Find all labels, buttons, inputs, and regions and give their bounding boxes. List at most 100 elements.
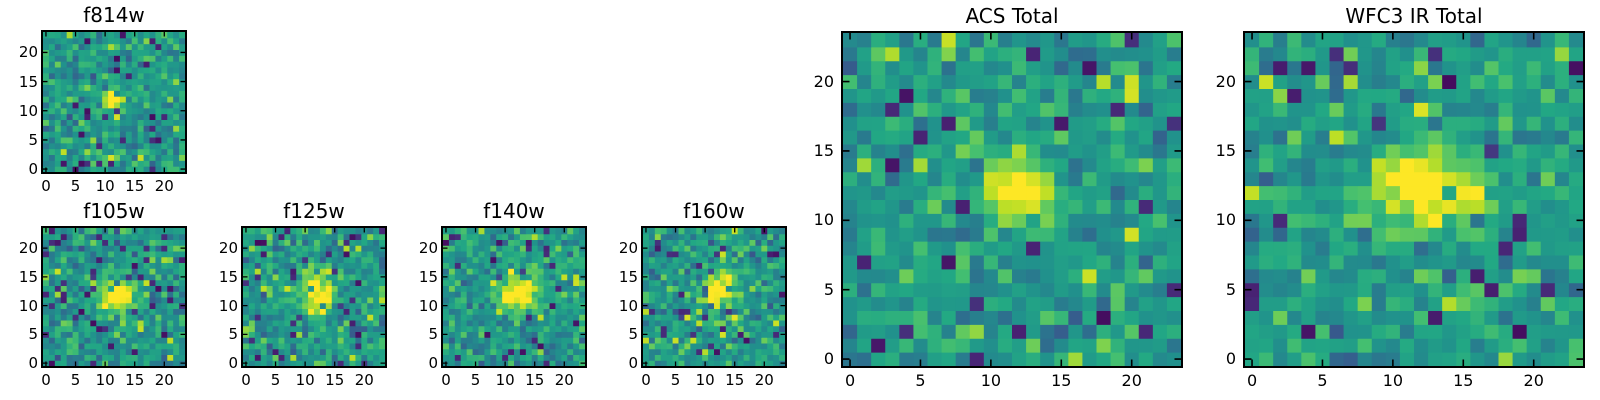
y-axis-tick-labels: 0 5 10 15 20 <box>191 228 243 372</box>
x-tick-label: 5 <box>70 177 81 195</box>
x-tick-label: 10 <box>980 371 1002 390</box>
x-axis-tick-labels: 0 5 10 15 20 <box>441 366 585 392</box>
heatmap-canvas-f140w <box>443 228 585 366</box>
x-tick-label: 15 <box>125 177 145 195</box>
y-tick-label: 20 <box>18 239 38 258</box>
y-tick-label: 10 <box>418 296 438 315</box>
x-tick-label: 0 <box>41 177 51 195</box>
x-tick-label: 20 <box>754 371 774 389</box>
y-tick-label: 20 <box>218 239 238 258</box>
y-axis-tick-labels: 0 5 10 15 20 <box>0 228 43 372</box>
y-tick-label: 15 <box>418 267 438 286</box>
heatmap-canvas-f160w <box>643 228 785 366</box>
y-tick-label: 15 <box>18 72 38 91</box>
y-tick-label: 0 <box>628 354 638 373</box>
x-tick-label: 15 <box>725 371 745 389</box>
y-tick-label: 0 <box>28 160 38 179</box>
panel-title-f140w: f140w <box>483 199 545 223</box>
y-tick-label: 20 <box>18 43 38 62</box>
x-tick-label: 10 <box>295 371 315 389</box>
y-axis-tick-labels: 0 5 10 15 20 <box>1193 33 1245 369</box>
x-tick-label: 15 <box>1051 371 1072 390</box>
x-tick-label: 5 <box>670 371 681 389</box>
heatmap-canvas-wfc3-ir-total <box>1245 33 1583 366</box>
y-tick-label: 0 <box>823 349 834 369</box>
x-tick-label: 15 <box>325 371 345 389</box>
x-tick-label: 20 <box>1121 371 1142 390</box>
x-tick-label: 10 <box>95 177 115 195</box>
heatmap-panel-f125w: 0 5 10 15 20 0 5 10 15 20 <box>219 226 387 389</box>
heatmap-panel-f140w: 0 5 10 15 20 0 5 10 15 20 <box>419 226 587 389</box>
heatmap-panel-f814w: 0 5 10 15 20 0 5 10 15 20 <box>19 30 187 195</box>
y-tick-label: 10 <box>813 210 834 230</box>
x-tick-label: 15 <box>1453 371 1474 390</box>
panel-title-f105w: f105w <box>83 199 145 223</box>
heatmap-canvas-f814w <box>43 32 185 172</box>
y-tick-label: 10 <box>18 296 38 315</box>
y-tick-label: 20 <box>1215 71 1236 91</box>
panel-title-wfc3-ir-total: WFC3 IR Total <box>1345 4 1483 28</box>
x-axis-tick-labels: 0 5 10 15 20 <box>41 366 185 392</box>
y-tick-label: 0 <box>1225 349 1236 369</box>
panel-title-acs-total: ACS Total <box>965 4 1059 28</box>
heatmap-canvas-f105w <box>43 228 185 366</box>
y-tick-label: 0 <box>228 354 238 373</box>
x-tick-label: 5 <box>915 371 926 390</box>
x-axis-tick-labels: 0 5 10 15 20 <box>1245 366 1583 392</box>
x-tick-label: 10 <box>95 371 115 389</box>
y-tick-label: 10 <box>218 296 238 315</box>
heatmap-panel-acs-total: 0 5 10 15 20 0 5 10 15 20 <box>814 31 1183 390</box>
heatmap-panel-wfc3-ir-total: 0 5 10 15 20 0 5 10 15 20 <box>1216 31 1585 390</box>
x-tick-label: 20 <box>154 177 174 195</box>
panel-title-f160w: f160w <box>683 199 745 223</box>
y-tick-label: 5 <box>823 279 834 299</box>
y-tick-label: 5 <box>628 325 638 344</box>
y-tick-label: 15 <box>18 267 38 286</box>
x-tick-label: 20 <box>1523 371 1544 390</box>
y-tick-label: 20 <box>418 239 438 258</box>
x-tick-label: 20 <box>154 371 174 389</box>
heatmap-panel-f105w: 0 5 10 15 20 0 5 10 15 20 <box>19 226 187 389</box>
y-tick-label: 20 <box>618 239 638 258</box>
x-tick-label: 15 <box>125 371 145 389</box>
y-tick-label: 0 <box>28 354 38 373</box>
y-tick-label: 5 <box>228 325 238 344</box>
y-tick-label: 15 <box>813 140 834 160</box>
y-tick-label: 15 <box>618 267 638 286</box>
x-tick-label: 0 <box>844 371 856 390</box>
x-axis-tick-labels: 0 5 10 15 20 <box>241 366 385 392</box>
y-tick-label: 5 <box>428 325 438 344</box>
x-tick-label: 20 <box>554 371 574 389</box>
y-tick-label: 10 <box>618 296 638 315</box>
x-tick-label: 0 <box>441 371 451 389</box>
y-tick-label: 5 <box>1225 279 1236 299</box>
x-tick-label: 15 <box>525 371 545 389</box>
heatmap-canvas-f125w <box>243 228 385 366</box>
x-tick-label: 5 <box>1317 371 1328 390</box>
x-tick-label: 5 <box>70 371 81 389</box>
y-tick-label: 10 <box>1215 210 1236 230</box>
x-tick-label: 10 <box>1382 371 1404 390</box>
x-tick-label: 5 <box>270 371 281 389</box>
y-tick-label: 5 <box>28 325 38 344</box>
y-tick-label: 5 <box>28 130 38 149</box>
y-axis-tick-labels: 0 5 10 15 20 <box>0 32 43 178</box>
x-tick-label: 0 <box>241 371 251 389</box>
x-axis-tick-labels: 0 5 10 15 20 <box>641 366 785 392</box>
panel-title-f814w: f814w <box>83 3 145 27</box>
y-axis-tick-labels: 0 5 10 15 20 <box>591 228 643 372</box>
y-tick-label: 15 <box>1215 140 1236 160</box>
heatmap-panel-f160w: 0 5 10 15 20 0 5 10 15 20 <box>619 226 787 389</box>
x-axis-tick-labels: 0 5 10 15 20 <box>843 366 1181 392</box>
x-tick-label: 0 <box>1246 371 1258 390</box>
heatmap-canvas-acs-total <box>843 33 1181 366</box>
x-tick-label: 20 <box>354 371 374 389</box>
y-tick-label: 15 <box>218 267 238 286</box>
panel-title-f125w: f125w <box>283 199 345 223</box>
x-tick-label: 10 <box>495 371 515 389</box>
x-tick-label: 0 <box>641 371 651 389</box>
y-tick-label: 20 <box>813 71 834 91</box>
x-tick-label: 10 <box>695 371 715 389</box>
y-tick-label: 10 <box>18 101 38 120</box>
